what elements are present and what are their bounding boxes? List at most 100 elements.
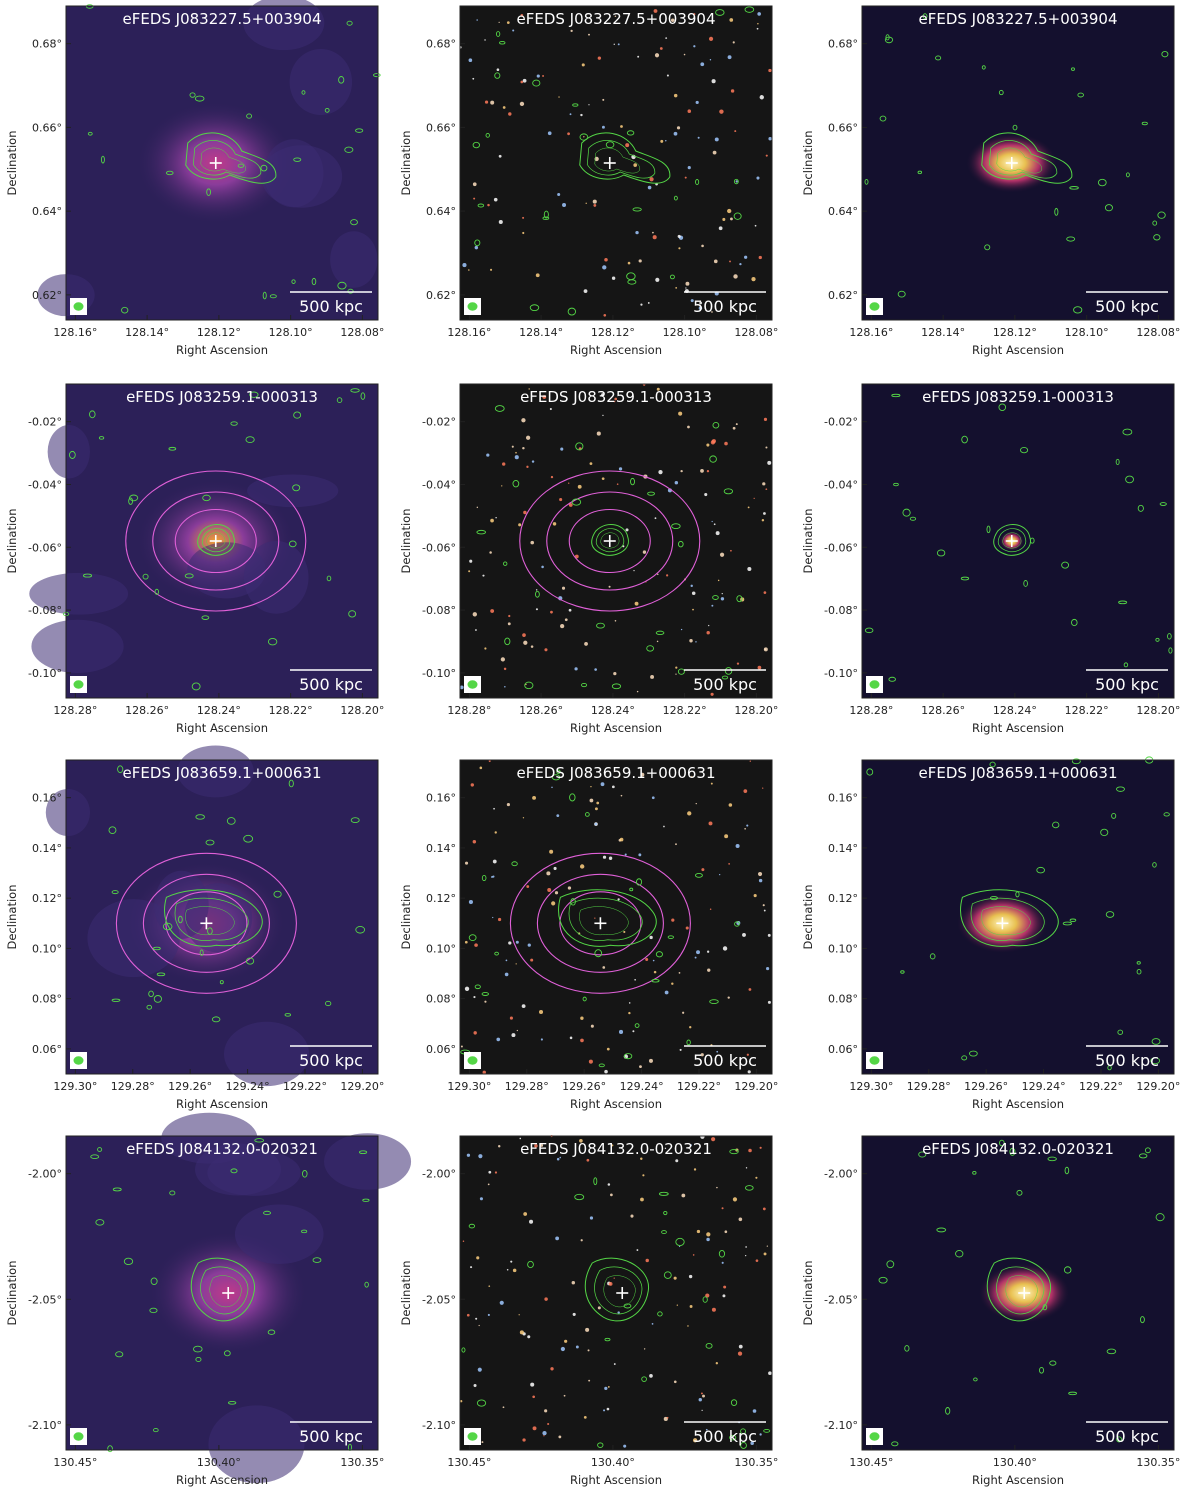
radio-contour-small — [1111, 813, 1117, 819]
radio-contour-small — [1155, 637, 1160, 642]
y-tick-label: 0.10° — [426, 942, 456, 955]
radio-contour-small — [153, 1428, 159, 1433]
optical-source — [608, 585, 611, 588]
optical-source — [700, 1134, 705, 1139]
optical-source — [535, 608, 538, 611]
optical-source — [763, 1252, 767, 1256]
radio-contour-small — [675, 1237, 685, 1246]
radio-contour-small — [223, 1350, 231, 1357]
optical-source — [618, 467, 623, 471]
optical-source — [490, 268, 493, 271]
radio-contour-small — [95, 1219, 105, 1226]
y-tick-label: -0.02° — [422, 416, 456, 429]
panel-r2-optical: 500 kpc eFEDS J083259.1-000313 128.28° 128.… — [399, 376, 796, 760]
x-tick-label: 128.14° — [125, 326, 169, 339]
optical-source — [752, 1409, 757, 1413]
radio-contour-small — [1071, 758, 1081, 765]
radio-contour-small — [655, 630, 665, 636]
x-axis-label: Right Ascension — [972, 721, 1064, 735]
optical-source — [473, 995, 476, 999]
radio-contour-small — [632, 207, 642, 212]
radio-contour-small — [372, 73, 381, 78]
plot-frame — [65, 1135, 379, 1451]
optical-source — [549, 407, 552, 411]
optical-source — [589, 1216, 594, 1220]
radio-contour-small — [724, 667, 733, 675]
optical-source — [492, 875, 495, 878]
optical-source — [589, 798, 594, 803]
y-axis-label: Declination — [801, 508, 815, 573]
optical-source — [522, 817, 525, 819]
optical-source — [768, 68, 772, 73]
optical-source — [711, 1137, 716, 1142]
x-tick-label: 130.40° — [197, 1456, 241, 1469]
optical-source — [583, 289, 588, 294]
optical-source — [541, 565, 544, 569]
panel-image-r1-optical: 500 kpc eFEDS J083227.5+003904 128.16° 128.… — [399, 5, 778, 357]
radio-contour-small — [1100, 828, 1109, 837]
optical-source — [708, 36, 714, 41]
radio-contour-small — [1069, 186, 1079, 190]
optical-source — [711, 79, 716, 84]
optical-source — [663, 825, 665, 828]
optical-source — [597, 56, 602, 60]
optical-source — [685, 287, 687, 289]
radio-contour-small — [111, 890, 119, 895]
optical-source — [706, 950, 710, 953]
radio-contour-small — [189, 92, 196, 98]
plot-frame — [861, 1135, 1175, 1451]
optical-source — [487, 1313, 490, 1317]
radio-contour-small — [705, 1342, 713, 1349]
panel-image-r3-optical: 500 kpc eFEDS J083659.1+000631 129.30° 129.… — [399, 759, 778, 1111]
optical-source — [753, 894, 757, 898]
scale-bar-label: 500 kpc — [299, 297, 363, 316]
optical-source — [564, 618, 568, 622]
optical-source — [507, 622, 511, 626]
optical-source — [634, 601, 639, 606]
x-tick-label: 130.35° — [1136, 1456, 1180, 1469]
radio-contour-small — [677, 668, 685, 675]
radio-contour-small — [981, 65, 986, 70]
optical-source — [568, 482, 570, 484]
optical-source — [656, 640, 659, 643]
radio-contour-small — [288, 540, 297, 548]
optical-source — [604, 257, 608, 262]
radio-contour-small — [100, 155, 105, 164]
x-axis-label: Right Ascension — [972, 1473, 1064, 1487]
cluster-center-marker — [222, 1287, 235, 1299]
optical-source — [604, 1069, 608, 1074]
y-tick-label: 0.12° — [828, 892, 858, 905]
radio-contour-small — [935, 55, 942, 61]
optical-source — [687, 1325, 689, 1327]
radio-contour — [586, 140, 656, 179]
x-tick-label: 129.22° — [283, 1080, 327, 1093]
optical-source — [730, 89, 735, 93]
optical-source — [762, 1207, 766, 1211]
optical-source — [473, 1031, 477, 1035]
optical-source — [470, 783, 474, 787]
xray-background-fluctuation — [31, 619, 124, 673]
radio-contour-small — [205, 839, 215, 846]
panel-r2-x-ray: 500 kpc eFEDS J083259.1-000313 128.28° 128.… — [5, 376, 402, 760]
radio-contour — [584, 1257, 649, 1322]
optical-source — [653, 970, 657, 974]
radio-contour-small — [115, 1351, 124, 1358]
radio-contour-small — [904, 1345, 910, 1352]
radio-contour-small — [551, 774, 561, 781]
image-background — [460, 1136, 772, 1450]
optical-source — [645, 1258, 649, 1263]
xray-contour — [142, 873, 270, 973]
panel-title: eFEDS J083659.1+000631 — [517, 764, 716, 782]
panel-r4-optical: 500 kpc eFEDS J084132.0-020321 130.45° 130.… — [399, 1128, 796, 1512]
radio-contour-small — [302, 1170, 308, 1178]
optical-source — [715, 1362, 719, 1365]
optical-source — [607, 1386, 610, 1388]
radio-contour-small — [1144, 1147, 1151, 1154]
optical-source — [551, 786, 553, 789]
radio-contour-small — [655, 951, 663, 958]
optical-source — [580, 1239, 583, 1242]
radio-contour-small — [729, 1434, 737, 1441]
y-tick-label: -2.05° — [28, 1293, 62, 1306]
y-tick-label: 0.14° — [828, 842, 858, 855]
cluster-center-marker — [209, 535, 222, 547]
